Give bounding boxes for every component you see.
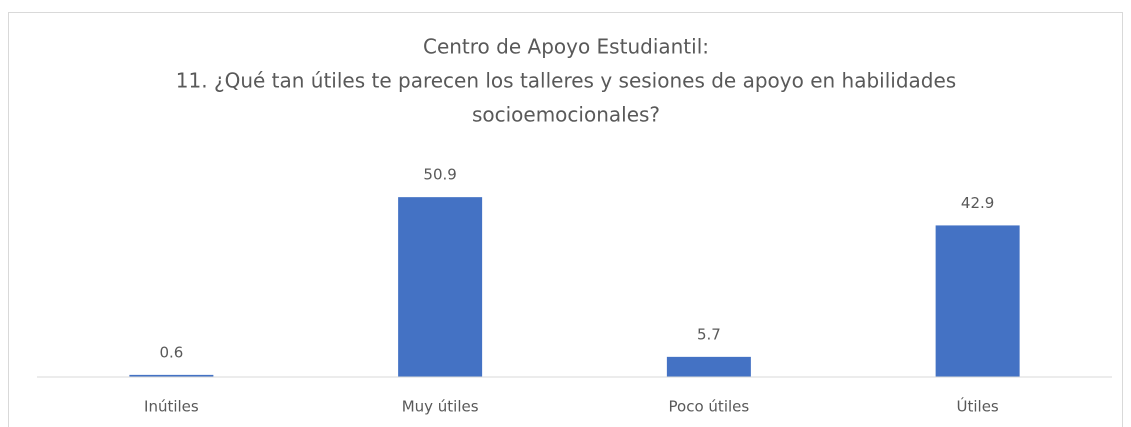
data-label: 50.9 [423,166,456,184]
bar [398,197,483,377]
bar [666,356,751,377]
x-tick-label: Útiles [957,397,999,416]
chart-title: Centro de Apoyo Estudiantil: [423,35,709,59]
data-label: 0.6 [159,343,183,361]
data-label: 5.7 [697,325,721,343]
chart-title: socioemocionales? [472,103,660,127]
x-tick-label: Poco útiles [669,398,750,416]
x-tick-label: Muy útiles [402,398,479,416]
data-label: 42.9 [961,194,994,212]
bar [935,225,1020,377]
chart-title: 11. ¿Qué tan útiles te parecen los talle… [176,69,956,93]
x-tick-label: Inútiles [144,398,199,416]
bar [129,374,214,377]
